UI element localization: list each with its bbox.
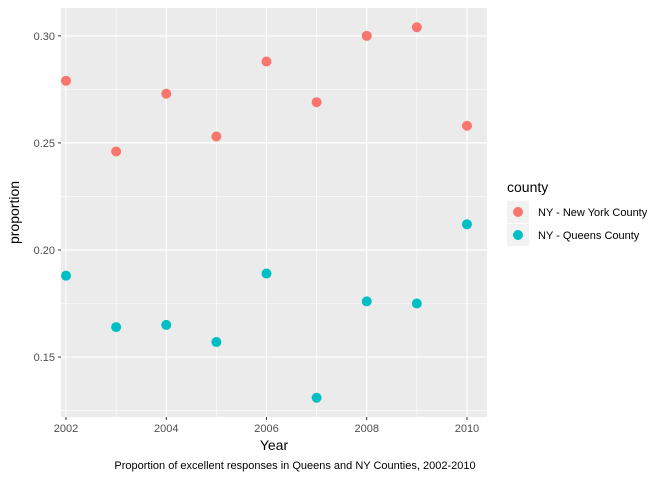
legend: county NY - New York County NY - Queens C… xyxy=(507,179,648,246)
y-tick-label: 0.15 xyxy=(34,352,55,364)
data-point-queens xyxy=(211,337,222,348)
data-point-queens xyxy=(161,319,172,330)
data-point-new-york xyxy=(461,120,472,131)
y-axis: 0.15 0.20 0.25 0.30 xyxy=(34,31,61,364)
y-tick-label: 0.30 xyxy=(34,31,55,43)
legend-label: NY - Queens County xyxy=(538,230,640,242)
data-point-new-york xyxy=(161,88,172,99)
data-point-new-york xyxy=(111,146,122,157)
legend-title: county xyxy=(507,179,548,195)
plot-panel xyxy=(61,8,487,417)
data-points xyxy=(61,22,472,403)
x-tick-label: 2008 xyxy=(354,423,378,435)
data-point-queens xyxy=(311,392,322,403)
x-tick-label: 2006 xyxy=(254,423,278,435)
legend-key-point xyxy=(513,230,523,240)
x-axis: 2002 2004 2006 2008 2010 xyxy=(54,417,479,435)
x-axis-title: Year xyxy=(260,437,289,453)
data-point-new-york xyxy=(261,56,272,67)
data-point-new-york xyxy=(361,30,372,41)
data-point-queens xyxy=(61,270,72,281)
x-tick-label: 2002 xyxy=(54,423,78,435)
minor-gridlines xyxy=(61,8,487,417)
data-point-queens xyxy=(361,296,372,307)
x-tick-label: 2004 xyxy=(154,423,178,435)
data-point-queens xyxy=(111,322,122,333)
data-point-queens xyxy=(461,219,472,230)
data-point-new-york xyxy=(311,97,322,108)
x-tick-label: 2010 xyxy=(455,423,479,435)
data-point-new-york xyxy=(61,75,72,86)
y-tick-label: 0.25 xyxy=(34,138,55,150)
y-tick-label: 0.20 xyxy=(34,245,55,257)
y-axis-title: proportion xyxy=(6,181,22,244)
legend-key-point xyxy=(513,207,523,217)
data-point-new-york xyxy=(411,22,422,33)
data-point-queens xyxy=(411,298,422,309)
legend-label: NY - New York County xyxy=(538,207,648,219)
data-point-new-york xyxy=(211,131,222,142)
legend-items: NY - New York County NY - Queens County xyxy=(507,201,648,246)
chart-caption: Proportion of excellent responses in Que… xyxy=(114,460,475,472)
major-gridlines xyxy=(61,8,487,417)
data-point-queens xyxy=(261,268,272,279)
